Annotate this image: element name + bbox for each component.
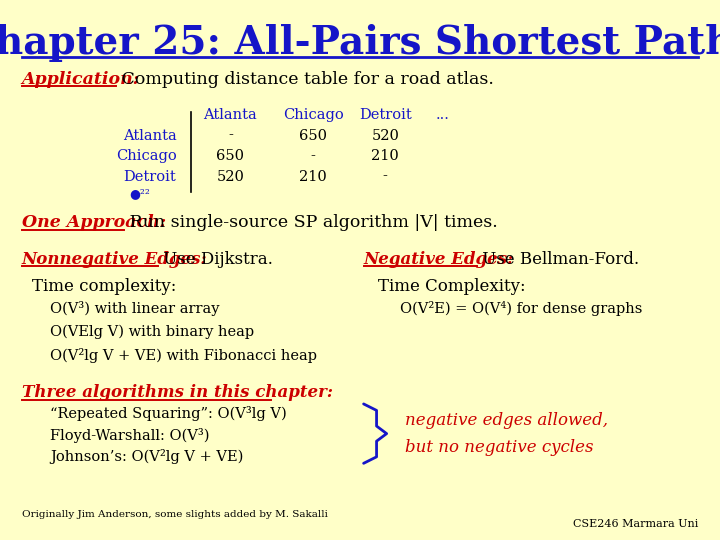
Text: Use Bellman-Ford.: Use Bellman-Ford. [477,251,639,268]
Text: Computing distance table for a road atlas.: Computing distance table for a road atla… [116,71,494,88]
Text: negative edges allowed,: negative edges allowed, [405,411,608,429]
Text: One Approach:: One Approach: [22,214,166,231]
Text: O(V³) with linear array: O(V³) with linear array [50,301,220,316]
Text: Three algorithms in this chapter:: Three algorithms in this chapter: [22,384,333,401]
Text: Chicago: Chicago [116,149,176,163]
Text: -: - [228,129,233,143]
Text: 650: 650 [217,149,244,163]
Text: “Repeated Squaring”: O(V³lg V): “Repeated Squaring”: O(V³lg V) [50,406,287,421]
Text: Time complexity:: Time complexity: [32,278,177,295]
Text: Johnson’s: O(V²lg V + VE): Johnson’s: O(V²lg V + VE) [50,449,244,464]
Text: O(VElg V) with binary heap: O(VElg V) with binary heap [50,325,255,339]
Text: 650: 650 [300,129,327,143]
Text: 520: 520 [217,170,244,184]
Text: Time Complexity:: Time Complexity: [378,278,526,295]
Text: ●²²: ●²² [130,187,150,200]
Text: O(V²E) = O(V⁴) for dense graphs: O(V²E) = O(V⁴) for dense graphs [400,301,642,316]
Text: Chicago: Chicago [283,108,343,122]
Text: Negative Edges:: Negative Edges: [364,251,514,268]
Text: O(V²lg V + VE) with Fibonacci heap: O(V²lg V + VE) with Fibonacci heap [50,348,318,363]
Text: -: - [311,149,315,163]
Text: Application:: Application: [22,71,140,88]
Text: 210: 210 [372,149,399,163]
Text: 520: 520 [372,129,399,143]
Text: CSE246 Marmara Uni: CSE246 Marmara Uni [573,519,698,530]
Text: Detroit: Detroit [359,108,412,122]
Text: 210: 210 [300,170,327,184]
Text: Detroit: Detroit [124,170,176,184]
Text: Nonnegative Edges:: Nonnegative Edges: [22,251,207,268]
Text: Use Dijkstra.: Use Dijkstra. [158,251,273,268]
Text: ...: ... [436,108,450,122]
Text: but no negative cycles: but no negative cycles [405,438,593,456]
Text: Atlanta: Atlanta [122,129,176,143]
Text: Floyd-Warshall: O(V³): Floyd-Warshall: O(V³) [50,428,210,443]
Text: Chapter 25: All-Pairs Shortest Paths: Chapter 25: All-Pairs Shortest Paths [0,24,720,62]
Text: Originally Jim Anderson, some slights added by M. Sakalli: Originally Jim Anderson, some slights ad… [22,510,328,519]
Text: Run single-source SP algorithm |V| times.: Run single-source SP algorithm |V| times… [124,214,498,231]
Text: Atlanta: Atlanta [204,108,257,122]
Text: -: - [383,170,387,184]
